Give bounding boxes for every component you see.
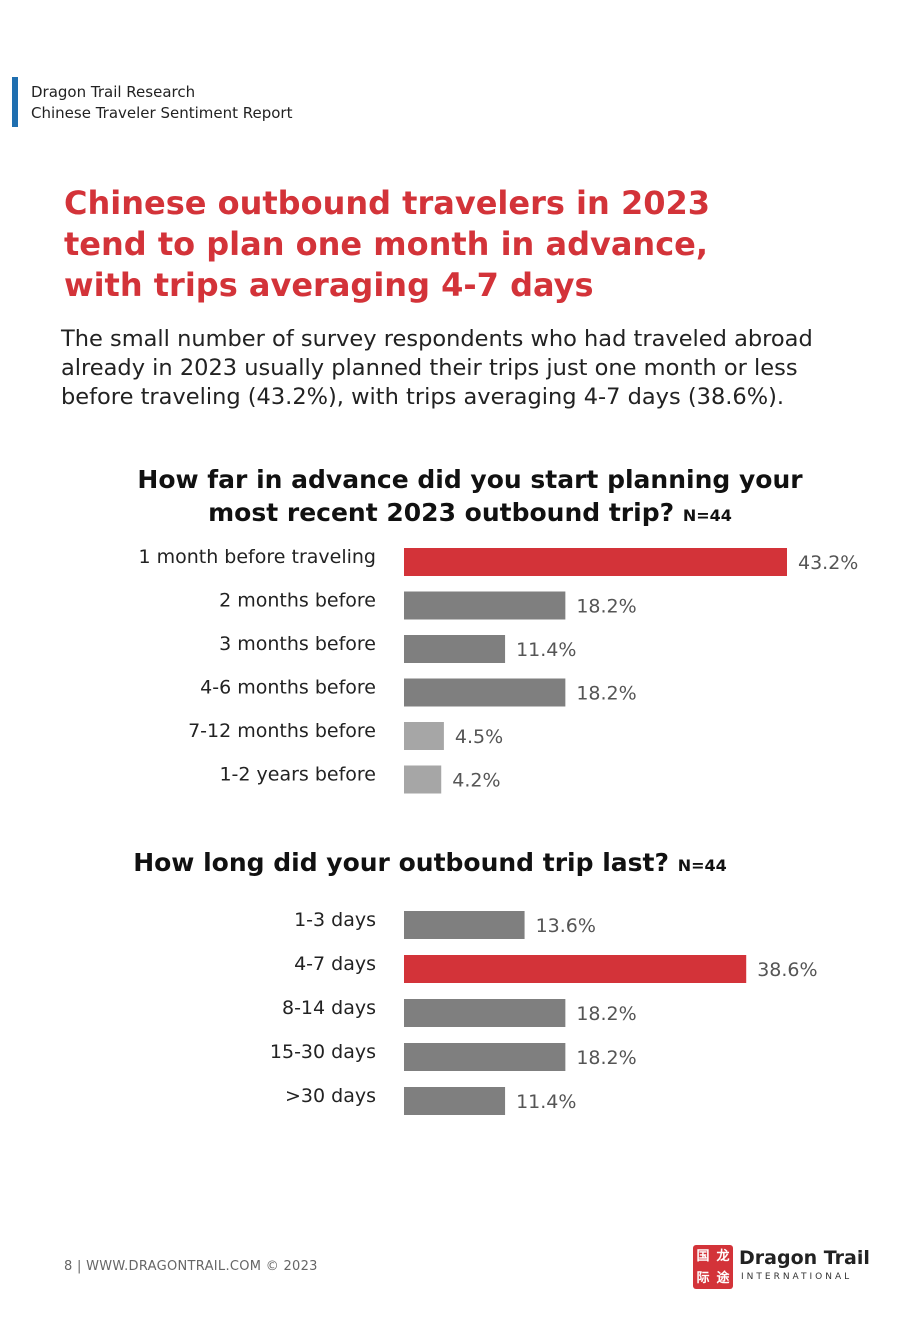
category-label: 3 months before	[219, 633, 376, 655]
bar	[404, 722, 444, 750]
category-label: 1-3 days	[294, 909, 376, 931]
bar	[404, 765, 442, 794]
category-label: 1-2 years before	[219, 764, 376, 786]
bar	[404, 911, 525, 939]
footer-text: 8 | WWW.DRAGONTRAIL.COM © 2023	[64, 1259, 318, 1274]
value-label: 11.4%	[516, 639, 576, 661]
category-label: 7-12 months before	[188, 720, 376, 742]
value-label: 13.6%	[536, 915, 596, 937]
report-header: Dragon Trail Research Chinese Traveler S…	[31, 82, 292, 124]
category-label: 15-30 days	[270, 1041, 376, 1063]
bar	[404, 955, 747, 983]
chart-2: 1-3 days 13.6% 4-7 days 38.6% 8-14 days 18.2%…	[0, 905, 920, 1125]
category-label: 1 month before traveling	[138, 546, 376, 568]
value-label: 4.2%	[452, 770, 500, 792]
dragon-trail-logo: 国龙际途 Dragon Trail INTERNATIONAL	[693, 1245, 870, 1289]
value-label: 18.2%	[576, 683, 636, 705]
bar	[404, 548, 787, 576]
logo-seal-icon: 国龙际途	[693, 1245, 733, 1289]
value-label: 38.6%	[757, 959, 817, 981]
category-label: >30 days	[285, 1085, 376, 1107]
value-label: 43.2%	[798, 552, 858, 574]
chart-1-question: How far in advance did you start plannin…	[137, 465, 803, 527]
logo-name: Dragon Trail	[739, 1247, 870, 1269]
value-label: 4.5%	[455, 726, 503, 748]
intro-paragraph: The small number of survey respondents w…	[61, 326, 813, 410]
value-label: 11.4%	[516, 1091, 576, 1113]
bar	[404, 635, 506, 663]
bar	[404, 1087, 506, 1115]
bar	[404, 999, 566, 1027]
bar	[404, 591, 566, 620]
chart-1-svg: 1 month before traveling 43.2% 2 months be…	[138, 546, 858, 794]
chart-1: 1 month before traveling 43.2% 2 months be…	[0, 540, 920, 810]
value-label: 18.2%	[576, 1003, 636, 1025]
category-label: 4-7 days	[294, 953, 376, 975]
chart-2-question: How long did your outbound trip last?	[133, 848, 670, 877]
page-title: Chinese outbound travelers in 2023 tend …	[64, 184, 710, 304]
chart-1-title: How far in advance did you start plannin…	[100, 463, 840, 532]
chart-2-svg: 1-3 days 13.6% 4-7 days 38.6% 8-14 days 18.2%…	[270, 909, 818, 1115]
category-label: 4-6 months before	[200, 677, 376, 699]
logo-subtitle: INTERNATIONAL	[741, 1272, 853, 1282]
bar	[404, 678, 566, 707]
header-line-2: Chinese Traveler Sentiment Report	[31, 104, 293, 122]
value-label: 18.2%	[576, 1047, 636, 1069]
chart-1-sample-note: N=44	[682, 506, 732, 525]
chart-2-sample-note: N=44	[677, 856, 727, 875]
value-label: 18.2%	[576, 596, 636, 618]
header-accent-bar	[12, 77, 18, 127]
bar	[404, 1043, 566, 1071]
category-label: 2 months before	[219, 590, 376, 612]
category-label: 8-14 days	[282, 997, 376, 1019]
header-line-1: Dragon Trail Research	[31, 83, 196, 101]
chart-2-title: How long did your outbound trip last? N=…	[100, 846, 760, 882]
